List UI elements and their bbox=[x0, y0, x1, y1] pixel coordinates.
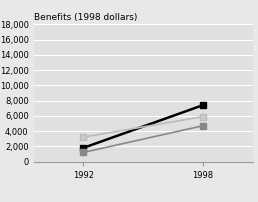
Text: Benefits (1998 dollars): Benefits (1998 dollars) bbox=[34, 13, 137, 22]
